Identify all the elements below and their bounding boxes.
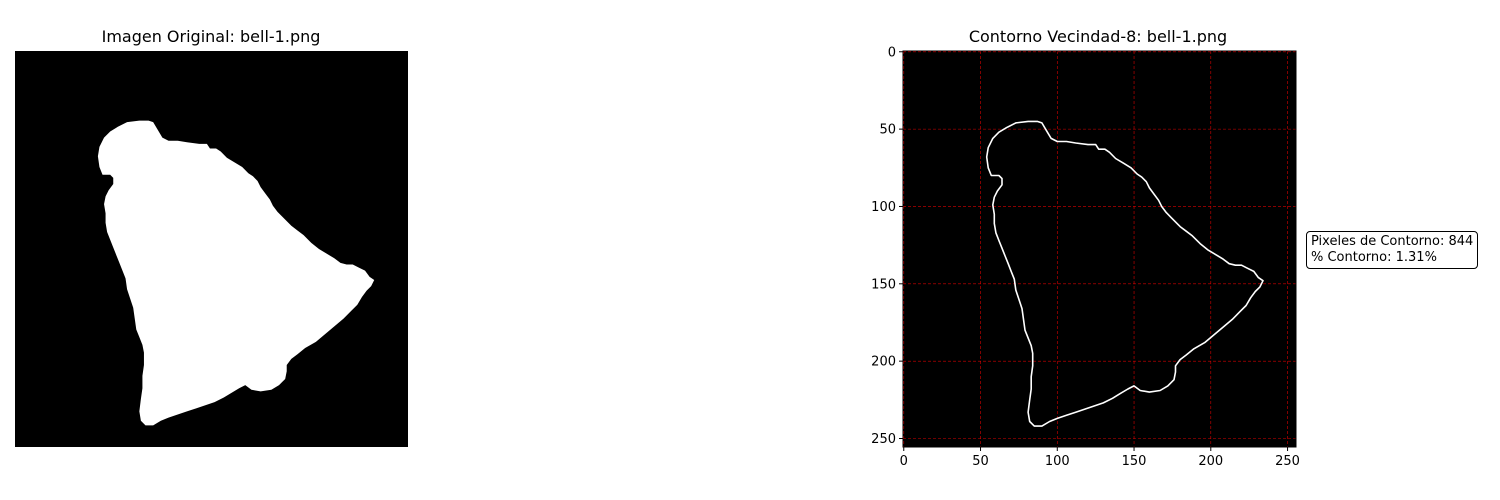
x-tick-label-50: 50 [972,454,989,469]
plot-background [903,51,1296,447]
grid-lines [903,51,1296,447]
y-axis-ticks: 0 50 100 150 200 250 [871,45,903,447]
contour-chart: 0 50 100 150 200 250 0 50 100 150 200 250 [871,45,1300,469]
x-axis-ticks: 0 50 100 150 200 250 [900,447,1300,469]
y-tick-label-150: 150 [871,277,896,292]
contour-percent-label: % Contorno: 1.31% [1311,250,1437,265]
x-tick-label-200: 200 [1198,454,1223,469]
y-tick-label-250: 250 [871,432,896,447]
original-image [15,51,408,447]
left-panel-title: Imagen Original: bell-1.png [101,27,321,46]
x-tick-label-250: 250 [1275,454,1300,469]
contour-pixels-label: Pixeles de Contorno: 844 [1311,234,1474,249]
contour-outline [985,120,1264,427]
y-tick-label-0: 0 [888,45,896,60]
x-tick-label-150: 150 [1122,454,1147,469]
x-tick-label-100: 100 [1045,454,1070,469]
plot-frame [902,50,1297,448]
y-tick-label-50: 50 [879,123,896,138]
y-tick-label-200: 200 [871,355,896,370]
y-tick-label-100: 100 [871,200,896,215]
contour-stats-box: Pixeles de Contorno: 844 % Contorno: 1.3… [1306,231,1479,269]
bell-silhouette [97,120,375,426]
right-panel-title: Contorno Vecindad-8: bell-1.png [968,27,1228,46]
x-tick-label-0: 0 [900,454,908,469]
